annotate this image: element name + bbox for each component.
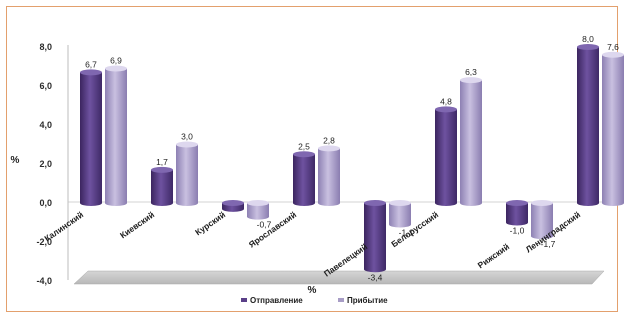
floor-plate	[73, 270, 605, 285]
y-axis-title: %	[11, 155, 20, 166]
bar-base-cap	[460, 200, 482, 206]
bar-top-cap	[460, 77, 482, 84]
bars-layer	[80, 44, 624, 273]
bar-arrival	[602, 54, 624, 203]
bar-top-cap	[247, 200, 269, 206]
bar-arrival	[389, 203, 411, 225]
y-tick-labels: 8,0 6,0 4,0 2,0 0,0 -2,0 -4,0	[36, 42, 52, 286]
category-labels: Калинский Киевский Курский ЯрославскийПавел…	[42, 209, 582, 278]
bar-base-cap	[80, 200, 102, 206]
bar-top-cap	[602, 51, 624, 58]
data-label: 2,8	[323, 135, 335, 145]
category-label: Киевский	[118, 209, 156, 240]
legend-swatch-series-1	[241, 298, 247, 302]
bar-departure	[151, 169, 173, 203]
bar-arrival	[531, 203, 553, 237]
x-axis-title: %	[308, 285, 317, 296]
legend: Отправление Прибытие	[241, 296, 388, 305]
bar-departure	[506, 203, 528, 223]
bar-base-cap	[531, 233, 553, 240]
bar-base-cap	[151, 200, 173, 206]
bar-base-cap	[364, 266, 386, 273]
bar-top-cap	[105, 65, 127, 72]
data-label: 1,7	[156, 157, 168, 167]
legend-swatch-series-2	[338, 298, 344, 302]
data-label: 6,7	[85, 59, 97, 69]
bar-departure	[293, 154, 315, 203]
bar-departure	[80, 72, 102, 203]
category-label: Рижский	[476, 241, 511, 270]
y-tick-label: 2,0	[39, 159, 52, 169]
bar-base-cap	[293, 200, 315, 206]
bar-base-cap	[105, 200, 127, 206]
bar-base-cap	[577, 200, 599, 206]
bar-base-cap	[318, 200, 340, 206]
data-label: 3,0	[181, 132, 193, 142]
bar-top-cap	[176, 141, 198, 148]
bar-top-cap	[151, 166, 173, 173]
bar-top-cap	[435, 106, 457, 113]
data-label: 8,0	[582, 34, 594, 44]
y-tick-label: -4,0	[36, 276, 52, 286]
data-label: 7,6	[607, 42, 619, 52]
bar-arrival	[247, 203, 269, 217]
y-tick-label: 8,0	[39, 42, 52, 52]
bar-arrival	[176, 144, 198, 203]
bar-base-cap	[389, 221, 411, 228]
bar-arrival	[105, 68, 127, 203]
bar-top-cap	[506, 200, 528, 206]
y-tick-label: 4,0	[39, 120, 52, 130]
y-tick-label: -2,0	[36, 237, 52, 247]
bar-departure	[577, 47, 599, 203]
bar-base-cap	[602, 200, 624, 206]
bar-departure	[364, 203, 386, 270]
legend-label-series-2: Прибытие	[347, 296, 388, 305]
bar-top-cap	[577, 44, 599, 50]
bar-top-cap	[293, 151, 315, 158]
category-label: Калинский	[42, 209, 85, 243]
bar-base-cap	[222, 205, 244, 212]
bar-arrival	[460, 80, 482, 203]
bar-arrival	[318, 148, 340, 203]
bar-top-cap	[531, 200, 553, 206]
bar-base-cap	[435, 200, 457, 206]
bar-base-cap	[506, 219, 528, 226]
y-tick-label: 0,0	[39, 198, 52, 208]
bar-top-cap	[318, 145, 340, 152]
data-label: -1,1	[399, 227, 414, 237]
y-tick-label: 6,0	[39, 81, 52, 91]
data-label: 6,3	[465, 67, 477, 77]
data-label: -1,0	[510, 226, 525, 236]
data-label: 4,8	[440, 96, 452, 106]
data-labels: 6,7 6,9 1,7 3,0 -0,7 2,5 2,8 -3,4 -1,1 4,8 6,3 -1,0…	[85, 34, 619, 282]
bar-top-cap	[80, 69, 102, 76]
data-label: -1,7	[541, 239, 556, 249]
bar-base-cap	[247, 213, 269, 220]
data-label: -0,7	[257, 220, 272, 230]
category-label: Курский	[193, 209, 227, 237]
data-label: 6,9	[110, 55, 122, 65]
bar-top-cap	[389, 200, 411, 206]
data-label: -3,4	[368, 272, 383, 282]
bar-top-cap	[364, 200, 386, 206]
bar-departure	[435, 109, 457, 203]
bar-base-cap	[176, 200, 198, 206]
data-label: 2,5	[298, 141, 310, 151]
legend-label-series-1: Отправление	[250, 296, 303, 305]
bar-top-cap	[222, 200, 244, 206]
